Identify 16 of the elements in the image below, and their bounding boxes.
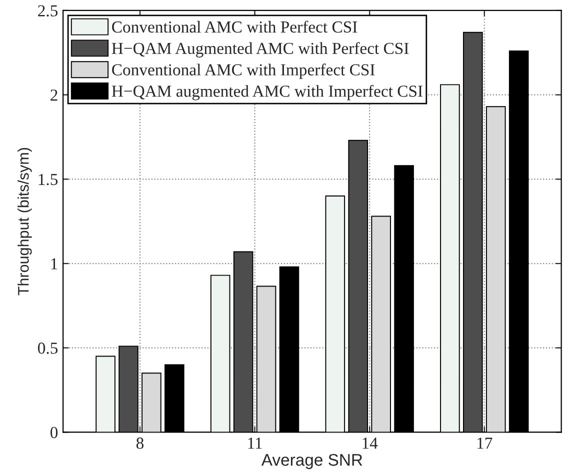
x-axis-title: Average SNR — [261, 454, 362, 470]
legend-label: Conventional AMC with Perfect CSI — [112, 20, 358, 33]
legend-label: H−QAM augmented AMC with Imperfect CSI — [112, 84, 422, 100]
y-axis-title: Throughput (bits/sym) — [18, 148, 32, 296]
y-tick-label: 1.5 — [38, 174, 58, 186]
y-tick-label: 0 — [50, 426, 58, 438]
x-tick-label: 17 — [478, 438, 492, 449]
y-tick-label: 2.5 — [38, 5, 58, 16]
y-tick-label: 0.5 — [38, 342, 58, 354]
y-tick-label: 1 — [51, 258, 58, 270]
x-tick-label: 8 — [136, 438, 144, 449]
x-tick-label: 11 — [248, 438, 262, 449]
legend-label: Conventional AMC with Imperfect CSI — [112, 64, 375, 79]
y-tick-label: 2 — [50, 90, 58, 101]
legend-label: H−QAM Augmented AMC with Perfect CSI — [112, 42, 409, 58]
x-tick-label: 14 — [362, 438, 378, 449]
